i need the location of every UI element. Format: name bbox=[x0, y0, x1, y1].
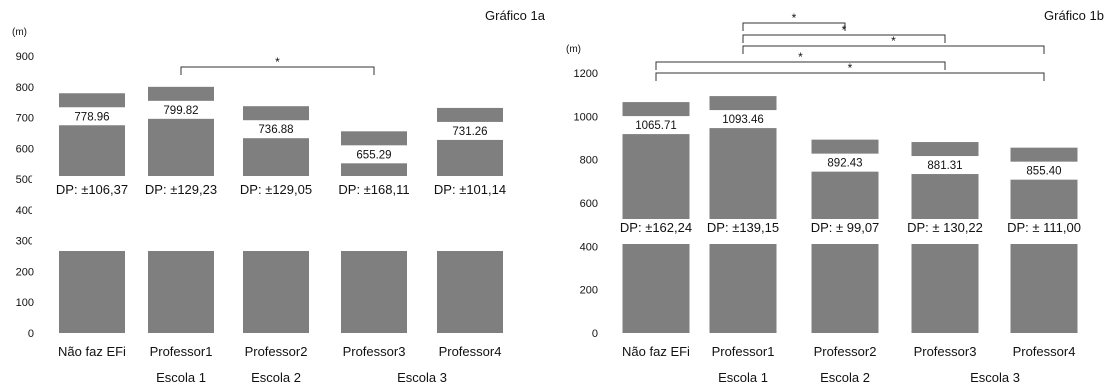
chart1a-title: Gráfico 1a bbox=[485, 8, 546, 23]
chart1a-y-tick-label: 200 bbox=[16, 266, 34, 278]
chart1a-value-label-bg bbox=[341, 145, 407, 164]
chart1b-group-label: Escola 1 bbox=[718, 370, 768, 385]
chart1b-y-tick-label: 400 bbox=[580, 241, 598, 253]
chart1b-value-label-bg bbox=[709, 110, 777, 129]
chart1a-category-label: Professor2 bbox=[245, 344, 308, 359]
chart1b-significance-marker: * bbox=[848, 61, 853, 75]
chart1b-value-label: 881.31 bbox=[927, 160, 962, 172]
chart1a-value-label: 736.88 bbox=[258, 124, 293, 136]
chart1a-sd-label: DP: ±168,11 bbox=[338, 182, 409, 197]
chart1b-group-label: Escola 3 bbox=[970, 370, 1020, 385]
chart1b-significance-bracket bbox=[655, 61, 946, 70]
chart1b-y-tick-label: 200 bbox=[580, 285, 598, 297]
chart1a-category-label: Professor1 bbox=[150, 344, 213, 359]
chart1b-y-tick-label: 0 bbox=[592, 328, 598, 340]
chart1b-sd-label: DP: ± 111,00 bbox=[1007, 220, 1081, 235]
chart1b-value-label: 892.43 bbox=[827, 158, 862, 170]
chart1b-category-label: Professor4 bbox=[1013, 344, 1076, 359]
chart1b-unit-label: (m) bbox=[566, 44, 581, 55]
chart1a-value-label-bg bbox=[437, 121, 503, 140]
chart1a-y-tick-label: 800 bbox=[16, 82, 34, 94]
chart1b-category-label: Professor1 bbox=[712, 344, 775, 359]
chart1b-value-label: 855.40 bbox=[1026, 166, 1061, 178]
chart1a-value-label-bg bbox=[243, 120, 309, 139]
chart1b-sd-band bbox=[596, 219, 1104, 244]
chart1a-category-label: Professor3 bbox=[343, 344, 406, 359]
chart1a-sd-label: DP: ±101,14 bbox=[434, 182, 506, 197]
chart1a-value-label: 655.29 bbox=[356, 149, 391, 161]
chart1b-significance-bracket bbox=[742, 34, 946, 43]
chart1a-value-label: 778.96 bbox=[74, 111, 109, 123]
chart1b-sd-label: DP: ± 130,22 bbox=[907, 220, 983, 235]
chart1b-value-label-bg bbox=[622, 116, 690, 135]
chart1a-significance-bracket bbox=[180, 66, 375, 75]
chart1b-group-label: Escola 2 bbox=[820, 370, 870, 385]
chart1a-y-tick-label: 0 bbox=[28, 328, 34, 340]
chart1b-y-tick-label: 1000 bbox=[574, 111, 598, 123]
chart1a-y-tick-label: 300 bbox=[16, 236, 34, 248]
chart1a-category-label: Não faz EFi bbox=[58, 344, 126, 359]
chart1a-sd-band bbox=[32, 176, 530, 251]
chart1b-significance-marker: * bbox=[891, 34, 896, 48]
chart1b-sd-label: DP: ± 99,07 bbox=[811, 220, 880, 235]
chart1a-group-label: Escola 2 bbox=[251, 370, 301, 385]
chart1a-y-tick-label: 900 bbox=[16, 51, 34, 63]
chart1b-title: Gráfico 1b bbox=[1044, 8, 1104, 23]
chart1a-y-tick-label: 600 bbox=[16, 143, 34, 155]
chart1a-group-label: Escola 3 bbox=[397, 370, 447, 385]
chart1b-category-label: Não faz EFi bbox=[622, 344, 690, 359]
chart1b-y-tick-label: 600 bbox=[580, 198, 598, 210]
chart1b-bar bbox=[622, 102, 690, 334]
chart1a-unit-label: (m) bbox=[12, 27, 27, 38]
chart1b-significance-bracket bbox=[742, 22, 846, 31]
chart1b-significance-marker: * bbox=[798, 50, 803, 64]
chart1a-category-label: Professor4 bbox=[439, 344, 502, 359]
chart1a-value-label-bg bbox=[148, 100, 214, 119]
chart1b-value-label-bg bbox=[911, 156, 979, 175]
chart1b-value-label-bg bbox=[811, 153, 879, 172]
chart1b-value-label-bg bbox=[1010, 161, 1078, 180]
chart1a-y-tick-label: 100 bbox=[16, 297, 34, 309]
chart1b-significance-marker: * bbox=[792, 11, 797, 25]
chart1b-bar bbox=[709, 96, 777, 333]
chart1a-sd-label: DP: ±129,23 bbox=[145, 182, 217, 197]
chart1b-category-label: Professor3 bbox=[914, 344, 977, 359]
chart1b-value-label: 1065.71 bbox=[635, 120, 677, 132]
chart1b-significance-bracket bbox=[655, 72, 1045, 81]
chart1a-group-label: Escola 1 bbox=[156, 370, 206, 385]
chart1a-value-label: 799.82 bbox=[163, 105, 198, 117]
chart1a-y-tick-label: 500 bbox=[16, 174, 34, 186]
chart1a-value-label: 731.26 bbox=[452, 126, 487, 138]
chart1b-y-tick-label: 800 bbox=[580, 155, 598, 167]
chart1b-sd-label: DP: ±139,15 bbox=[707, 220, 779, 235]
chart1b-significance-marker: * bbox=[842, 23, 847, 37]
chart1b-category-label: Professor2 bbox=[814, 344, 877, 359]
chart1a-sd-label: DP: ±129,05 bbox=[240, 182, 312, 197]
chart1a-y-tick-label: 400 bbox=[16, 205, 34, 217]
chart1b-sd-label: DP: ±162,24 bbox=[620, 220, 692, 235]
chart1b-y-tick-label: 1200 bbox=[574, 68, 598, 80]
chart1a-sd-label: DP: ±106,37 bbox=[56, 182, 128, 197]
chart1a-significance-marker: * bbox=[275, 55, 280, 69]
chart1b-significance-bracket bbox=[742, 45, 1045, 54]
chart1a-y-tick-label: 700 bbox=[16, 113, 34, 125]
chart1a-value-label-bg bbox=[59, 107, 125, 126]
chart1b-value-label: 1093.46 bbox=[722, 114, 764, 126]
